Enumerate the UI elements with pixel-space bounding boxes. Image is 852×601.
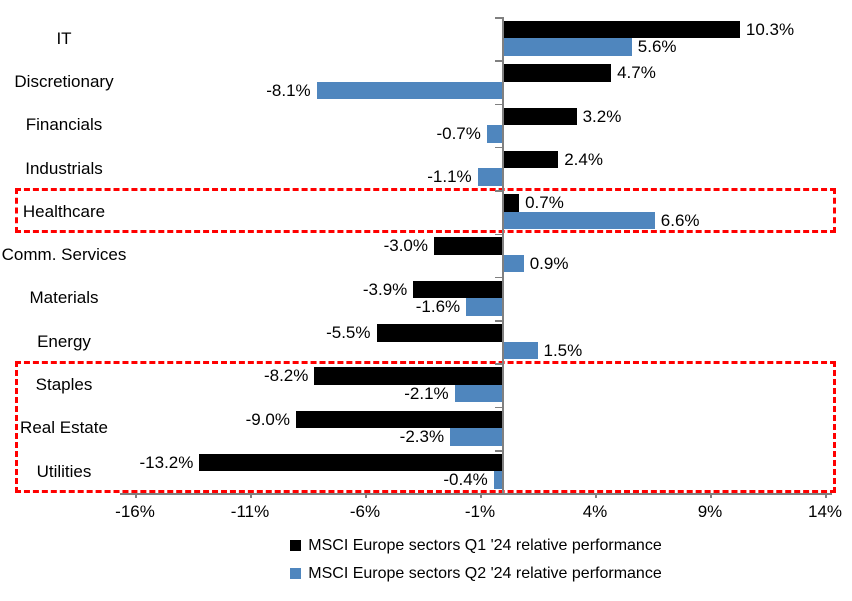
q2-bar bbox=[450, 428, 503, 446]
value-label: -5.5% bbox=[326, 323, 371, 342]
x-axis-tick bbox=[825, 493, 827, 499]
value-label: 2.4% bbox=[564, 149, 603, 169]
q2-bar bbox=[486, 125, 503, 143]
category-label: IT bbox=[56, 28, 72, 48]
category-tick bbox=[495, 233, 502, 235]
category-label: Staples bbox=[35, 375, 93, 395]
category-tick bbox=[495, 406, 502, 409]
value-label: -1.1% bbox=[427, 167, 472, 187]
value-label: -2.1% bbox=[404, 383, 449, 403]
category-tick bbox=[495, 320, 502, 322]
category-label: Materials bbox=[29, 288, 99, 308]
category-label: Healthcare bbox=[22, 201, 106, 221]
value-label: 0.9% bbox=[529, 253, 569, 273]
q2-bar bbox=[503, 38, 632, 56]
value-label: 6.6% bbox=[660, 210, 700, 230]
q1-bar bbox=[503, 107, 577, 125]
category-tick bbox=[495, 190, 502, 192]
value-label: -8.1% bbox=[266, 80, 311, 100]
x-axis bbox=[120, 493, 832, 495]
q2-bar bbox=[316, 81, 503, 100]
category-tick bbox=[495, 493, 502, 495]
category-label: Real Estate bbox=[20, 418, 108, 438]
value-label: -3.9% bbox=[362, 279, 408, 299]
q2-bar bbox=[477, 168, 503, 186]
value-label: 1.5% bbox=[543, 340, 583, 360]
category-tick bbox=[495, 60, 502, 62]
q2-bar bbox=[503, 341, 538, 359]
value-label: -3.0% bbox=[383, 236, 428, 256]
highlight-box bbox=[15, 188, 836, 234]
q2-bar bbox=[503, 211, 655, 230]
y-axis bbox=[502, 17, 504, 494]
value-label: 10.3% bbox=[745, 19, 795, 39]
value-label: -0.4% bbox=[443, 470, 488, 490]
value-label: 5.6% bbox=[637, 37, 677, 57]
legend-label-q1: MSCI Europe sectors Q1 '24 relative perf… bbox=[308, 537, 662, 554]
category-tick bbox=[495, 363, 502, 365]
value-label: -1.6% bbox=[415, 297, 461, 317]
q1-bar bbox=[503, 150, 559, 169]
category-label: Energy bbox=[37, 331, 91, 351]
legend: MSCI Europe sectors Q1 '24 relative perf… bbox=[120, 534, 832, 585]
x-axis-tick-label: 4% bbox=[582, 502, 608, 522]
q1-bar bbox=[413, 280, 503, 299]
x-axis-tick-label: 14% bbox=[807, 502, 843, 522]
category-label: Discretionary bbox=[14, 71, 114, 91]
value-label: -9.0% bbox=[245, 409, 290, 429]
category-label: Financials bbox=[25, 115, 103, 135]
value-label: -2.3% bbox=[399, 427, 445, 447]
category-tick bbox=[495, 276, 502, 279]
x-axis-tick-label: -16% bbox=[115, 502, 155, 522]
value-label: -8.2% bbox=[263, 366, 309, 386]
q1-bar bbox=[199, 453, 503, 472]
q2-bar bbox=[493, 471, 503, 489]
category-label: Comm. Services bbox=[1, 245, 127, 265]
category-tick bbox=[495, 103, 502, 106]
highlight-box bbox=[15, 361, 836, 493]
value-label: -0.7% bbox=[436, 124, 481, 143]
category-tick bbox=[495, 450, 502, 452]
value-label: 3.2% bbox=[582, 106, 622, 126]
x-axis-tick bbox=[710, 493, 712, 499]
q2-bar bbox=[503, 254, 524, 273]
legend-item-q2: MSCI Europe sectors Q2 '24 relative perf… bbox=[290, 562, 662, 585]
q1-legend-swatch-icon bbox=[290, 540, 302, 551]
category-label: Industrials bbox=[25, 158, 103, 178]
x-axis-tick-label: -11% bbox=[230, 502, 270, 522]
category-label: Utilities bbox=[36, 461, 92, 481]
x-axis-tick-label: -1% bbox=[464, 502, 496, 522]
value-label: 0.7% bbox=[525, 193, 564, 213]
x-axis-tick bbox=[595, 493, 597, 499]
q2-legend-swatch-icon bbox=[290, 568, 302, 579]
q1-bar bbox=[376, 324, 503, 342]
x-axis-tick bbox=[365, 493, 367, 499]
x-axis-tick-label: -6% bbox=[349, 502, 381, 522]
value-label: 4.7% bbox=[617, 63, 656, 83]
q1-bar bbox=[434, 237, 503, 255]
category-tick bbox=[495, 17, 502, 19]
x-axis-tick bbox=[480, 493, 482, 499]
q1-bar bbox=[503, 20, 740, 39]
legend-item-q1: MSCI Europe sectors Q1 '24 relative perf… bbox=[290, 534, 662, 557]
q1-bar bbox=[503, 194, 520, 212]
q2-bar bbox=[466, 298, 503, 316]
x-axis-tick bbox=[250, 493, 252, 499]
q1-bar bbox=[314, 367, 503, 385]
x-axis-tick-label: 9% bbox=[697, 502, 723, 522]
q2-bar bbox=[454, 384, 503, 403]
q1-bar bbox=[503, 64, 612, 82]
x-axis-tick bbox=[135, 493, 137, 499]
legend-label-q2: MSCI Europe sectors Q2 '24 relative perf… bbox=[308, 565, 662, 582]
value-label: -13.2% bbox=[139, 452, 194, 472]
category-tick bbox=[495, 146, 502, 149]
q1-bar bbox=[296, 410, 503, 429]
